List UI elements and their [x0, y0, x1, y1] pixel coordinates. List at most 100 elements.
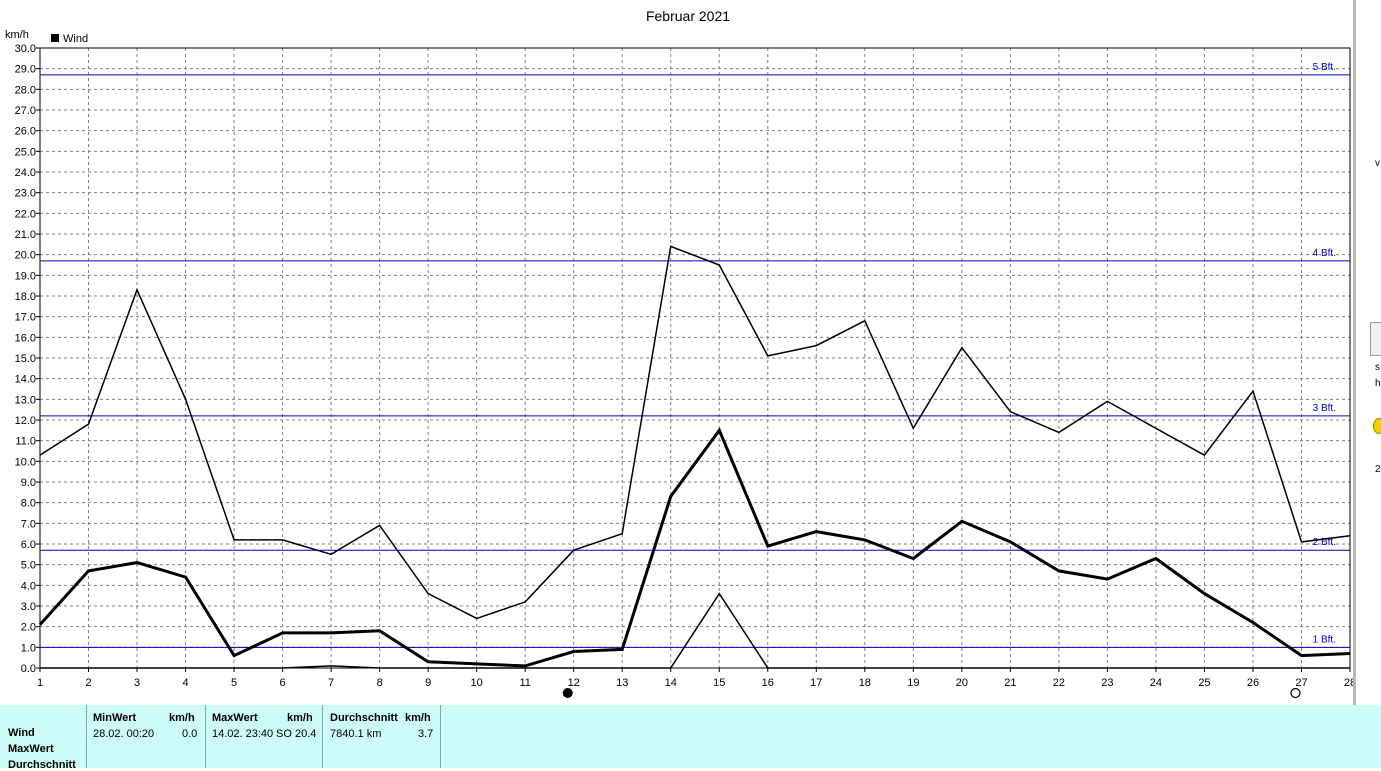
stats-min-column: MinWert km/h 28.02. 00:20 0.0 [87, 705, 206, 768]
avg-header: Durchschnitt [330, 712, 398, 724]
series-line-3 [40, 592, 1350, 669]
min-datetime: 28.02. 00:20 [93, 728, 155, 740]
side-widget[interactable] [1370, 322, 1381, 356]
series-line-1 [39, 245, 1351, 620]
side-panel: v s h 2 [1353, 0, 1381, 705]
max-header: MaxWert [212, 712, 258, 724]
x-tick-label: 6 [280, 677, 286, 689]
y-tick-label: 21.0 [15, 229, 36, 241]
y-tick-label: 18.0 [15, 291, 36, 303]
y-tick-label: 26.0 [15, 126, 36, 138]
avg-distance: 7840.1 km [330, 728, 382, 740]
row-label-durchschnitt: Durchschnitt [8, 759, 76, 771]
y-tick-label: 0.0 [21, 663, 36, 675]
row-label-maxwert: MaxWert [8, 743, 54, 755]
y-tick-label: 19.0 [15, 270, 36, 282]
y-tick-label: 12.0 [15, 415, 36, 427]
full-moon-icon [1290, 687, 1301, 699]
y-tick-label: 23.0 [15, 188, 36, 200]
y-tick-label: 29.0 [15, 64, 36, 76]
y-tick-label: 14.0 [15, 374, 36, 386]
plot-frame [39, 47, 1351, 669]
x-tick-label: 25 [1198, 677, 1210, 689]
y-axis-label: km/h [5, 29, 29, 41]
row-label-wind: Wind [8, 727, 35, 739]
x-tick-label: 16 [762, 677, 774, 689]
avg-unit: km/h [405, 712, 431, 724]
x-tick-label: 15 [713, 677, 725, 689]
x-tick-label: 18 [859, 677, 871, 689]
x-tick-label: 24 [1150, 677, 1162, 689]
x-tick-label: 20 [956, 677, 968, 689]
min-header: MinWert [93, 712, 137, 724]
x-tick-label: 17 [810, 677, 822, 689]
avg-value: 3.7 [418, 728, 434, 740]
y-tick-label: 11.0 [15, 436, 36, 448]
x-tick-label: 19 [907, 677, 919, 689]
y-tick-label: 22.0 [15, 208, 36, 220]
x-tick-label: 2 [85, 677, 91, 689]
chart-title: Februar 2021 [646, 8, 730, 24]
x-tick-label: 7 [328, 677, 334, 689]
x-tick-label: 8 [377, 677, 383, 689]
y-tick-label: 4.0 [21, 580, 36, 592]
x-tick-label: 4 [182, 677, 188, 689]
y-tick-label: 20.0 [15, 250, 36, 262]
beaufort-label: 1 Bft. [1313, 634, 1336, 645]
x-tick-label: 3 [134, 677, 140, 689]
y-tick-label: 5.0 [21, 560, 36, 572]
stats-row-labels: Wind MaxWert Durchschnitt [0, 705, 87, 771]
side-fragment-text: 2 [1375, 464, 1381, 475]
max-value: 20.4 [295, 728, 317, 740]
beaufort-label: 3 Bft. [1313, 403, 1336, 414]
x-tick-label: 23 [1101, 677, 1113, 689]
min-value: 0.0 [182, 728, 198, 740]
side-fragment-text: v [1375, 158, 1380, 169]
beaufort-label: 5 Bft. [1313, 62, 1336, 73]
y-tick-label: 24.0 [15, 167, 36, 179]
y-tick-label: 9.0 [21, 477, 36, 489]
y-tick-label: 10.0 [15, 456, 36, 468]
stats-table: Wind MaxWert Durchschnitt MinWert km/h 2… [0, 705, 1381, 771]
y-tick-label: 2.0 [21, 622, 36, 634]
min-unit: km/h [169, 712, 195, 724]
y-tick-label: 3.0 [21, 601, 36, 613]
side-fragment-text: h [1375, 378, 1381, 389]
max-direction: SO [276, 728, 292, 740]
y-tick-label: 25.0 [15, 146, 36, 158]
y-tick-label: 15.0 [15, 353, 36, 365]
y-tick-label: 1.0 [21, 642, 36, 654]
side-fragment-text: s [1375, 362, 1380, 373]
new-moon-icon [562, 688, 573, 698]
x-tick-label: 1 [37, 677, 43, 689]
legend-swatch [51, 34, 59, 42]
stats-max-column: MaxWert km/h 14.02. 23:40 SO 20.4 [206, 705, 323, 768]
sun-icon [1373, 418, 1381, 434]
y-tick-label: 16.0 [15, 332, 36, 344]
x-tick-label: 9 [425, 677, 431, 689]
y-tick-label: 27.0 [15, 105, 36, 117]
x-tick-label: 14 [665, 677, 677, 689]
beaufort-label: 4 Bft. [1313, 248, 1336, 259]
x-tick-label: 10 [471, 677, 483, 689]
chart: Februar 2021 km/h Wind 0.0 1.0 2.0 3.0 4.0 5.0 6.… [5, 8, 1356, 699]
x-tick-label: 26 [1247, 677, 1259, 689]
x-tick-label: 21 [1004, 677, 1016, 689]
y-tick-label: 17.0 [15, 312, 36, 324]
y-tick-label: 8.0 [21, 498, 36, 510]
x-tick-label: 5 [231, 677, 237, 689]
x-tick-label: 22 [1053, 677, 1065, 689]
beaufort-label: 2 Bft. [1313, 537, 1336, 548]
max-datetime: 14.02. 23:40 [212, 728, 274, 740]
legend-label: Wind [63, 33, 88, 45]
max-unit: km/h [287, 712, 313, 724]
x-tick-label: 11 [519, 677, 530, 689]
y-tick-label: 30.0 [15, 43, 36, 55]
y-tick-label: 7.0 [21, 518, 36, 530]
y-tick-label: 28.0 [15, 84, 36, 96]
stats-avg-column: Durchschnitt km/h 7840.1 km 3.7 [323, 705, 441, 768]
series-line-2 [38, 427, 1351, 668]
x-tick-label: 27 [1295, 677, 1307, 689]
x-tick-label: 12 [568, 677, 580, 689]
y-tick-label: 13.0 [15, 394, 36, 406]
